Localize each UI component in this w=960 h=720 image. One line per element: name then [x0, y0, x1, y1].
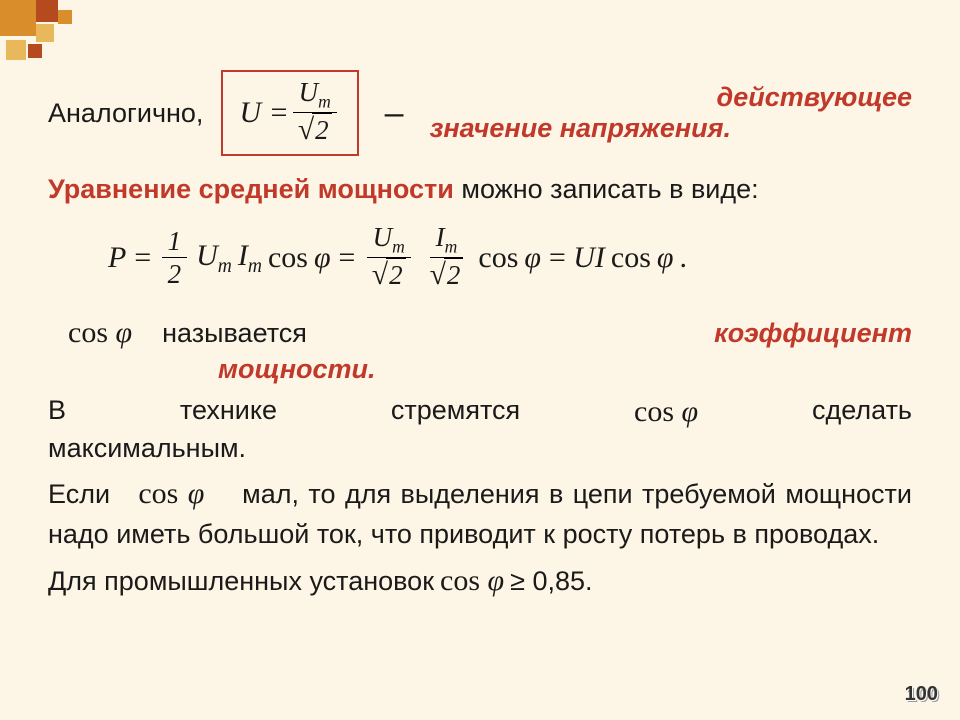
text-voltage-value: значение напряжения. — [430, 113, 912, 144]
deco-square — [28, 44, 42, 58]
formula-u-rms: U = Um √2 — [221, 70, 358, 156]
line-avg-power: Уравнение средней мощности можно записат… — [48, 174, 912, 205]
deco-square — [6, 40, 26, 60]
line-analogously: Аналогично, U = Um √2 – действующее знач… — [48, 70, 912, 156]
line-cosphi-called: cos φ называется коэффициент — [48, 316, 912, 350]
text-effective: действующее — [430, 82, 912, 113]
dash: – — [385, 94, 404, 133]
deco-square — [36, 24, 54, 42]
deco-square — [58, 10, 72, 24]
equation-power: P = 12 Um Im cosφ = Um√2 Im√2 cosφ = UI … — [108, 223, 912, 293]
deco-square — [36, 0, 58, 22]
line-technique: В технике стремятся cos φ сделать — [48, 395, 912, 429]
text-analogously: Аналогично, — [48, 98, 203, 129]
line-industrial: Для промышленных установок cos φ ≥ 0,85. — [48, 564, 912, 598]
paragraph-if-small: Если cos φ мал, то для выделения в цепи … — [48, 472, 912, 555]
deco-square — [0, 0, 36, 36]
line-power-word: мощности. — [218, 354, 912, 385]
page-number: 100 — [905, 683, 938, 706]
slide-content: Аналогично, U = Um √2 – действующее знач… — [0, 0, 960, 618]
corner-decoration — [0, 0, 180, 60]
line-maximal: максимальным. — [48, 433, 912, 464]
